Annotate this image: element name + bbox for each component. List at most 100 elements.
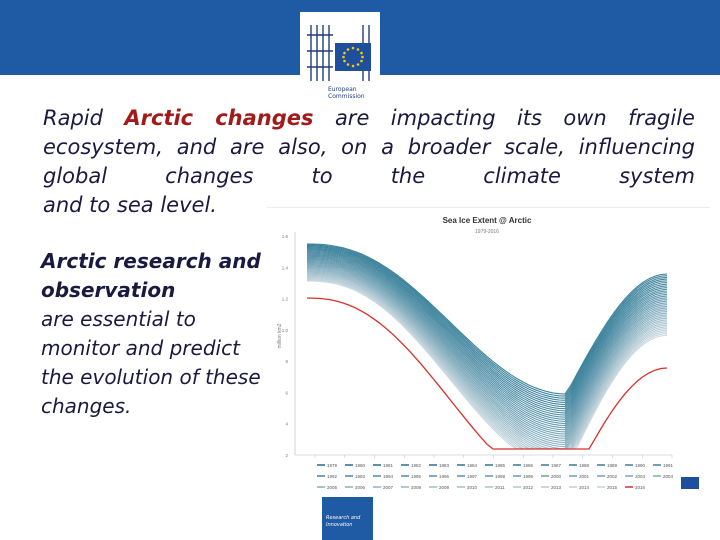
series-line-2016 <box>306 297 668 450</box>
series-line-2012 <box>306 277 668 450</box>
footer-line1: Research and <box>326 515 361 521</box>
series-line-2013 <box>306 278 668 450</box>
y-tick-label: 6 <box>285 390 288 395</box>
intro-highlight: Arctic changes <box>124 106 314 130</box>
legend-label-1997: 1997 <box>467 474 478 479</box>
y-tick-label: 2 <box>285 453 288 458</box>
series-line-1994 <box>306 258 668 427</box>
legend-label-1979: 1979 <box>327 463 338 468</box>
legend-label-2015: 2015 <box>607 485 618 490</box>
legend-label-2007: 2007 <box>383 485 394 490</box>
legend-label-2013: 2013 <box>551 485 562 490</box>
series-line-1984 <box>306 248 668 406</box>
series-line-1985 <box>307 249 668 408</box>
series-line-1999 <box>306 263 668 437</box>
logo-text-line1: European <box>328 86 357 93</box>
series-line-2003 <box>306 268 668 446</box>
legend-label-2000: 2000 <box>551 474 562 479</box>
x-axis-ticks <box>314 455 673 458</box>
series-line-1986 <box>307 250 668 410</box>
legend-label-1996: 1996 <box>439 474 450 479</box>
logo-text-line2: Commission <box>328 93 365 100</box>
legend-label-1987: 1987 <box>551 463 562 468</box>
legend-label-2014: 2014 <box>579 485 590 490</box>
y-tick-label: 1.4 <box>282 265 289 270</box>
legend-label-1998: 1998 <box>495 474 506 479</box>
series-line-2010 <box>306 275 668 450</box>
legend-label-2001: 2001 <box>579 474 590 479</box>
series-line-1982 <box>307 246 668 401</box>
y-tick-label: 4 <box>285 422 288 427</box>
legend-label-2004: 2004 <box>663 474 674 479</box>
legend-label-1981: 1981 <box>383 463 394 468</box>
intro-paragraph: Rapid Arctic changes are impacting its o… <box>43 104 695 220</box>
chart-title: Sea Ice Extent @ Arctic <box>443 216 532 225</box>
series-line-1991 <box>306 255 668 420</box>
intro-line3: influencing global changes to the climat… <box>43 135 695 188</box>
series-line-1993 <box>307 257 668 425</box>
series-line-2001 <box>306 266 668 441</box>
y-tick-label: 1.2 <box>282 297 289 302</box>
side-normal-text: are essential to monitor and predict the… <box>41 307 261 418</box>
series-line-1983 <box>306 247 668 403</box>
series-line-1987 <box>306 251 668 412</box>
series-line-1979 <box>306 243 668 395</box>
series-line-2007 <box>307 272 668 450</box>
legend-label-2005: 2005 <box>327 485 338 490</box>
series-line-1996 <box>307 260 668 431</box>
intro-line1: are impacting its own fragile <box>334 106 695 130</box>
sea-ice-chart-svg: Sea Ice Extent @ Arctic 1979-2016 millio… <box>277 216 699 490</box>
series-line-2005 <box>306 270 668 450</box>
series-line-1992 <box>307 256 668 422</box>
y-tick-label: 1.0 <box>282 328 289 333</box>
legend-label-2009: 2009 <box>439 485 450 490</box>
legend-label-2006: 2006 <box>355 485 366 490</box>
legend-label-2010: 2010 <box>467 485 478 490</box>
footer-line2: Innovation <box>326 522 353 528</box>
legend-label-1984: 1984 <box>467 463 478 468</box>
legend-label-1986: 1986 <box>523 463 534 468</box>
legend-label-2003: 2003 <box>635 474 646 479</box>
footer-text: Research and Innovation <box>326 515 372 529</box>
legend-label-1993: 1993 <box>355 474 366 479</box>
series-line-2014 <box>306 279 668 450</box>
y-tick-label: 8 <box>285 359 288 364</box>
series-line-1981 <box>307 245 668 399</box>
series-line-1989 <box>307 253 668 416</box>
series-line-1997 <box>307 261 668 433</box>
intro-line2: ecosystem, and are also, on a broader sc… <box>43 135 565 159</box>
series-line-2011 <box>307 276 668 450</box>
series-line-2015 <box>307 280 668 450</box>
european-commission-logo: European Commission <box>300 12 380 102</box>
side-bold-text: Arctic research and observation <box>41 249 261 302</box>
series-line-2004 <box>307 269 668 448</box>
series-line-2000 <box>307 265 668 439</box>
legend-label-1990: 1990 <box>635 463 646 468</box>
building-flag-icon <box>307 25 371 81</box>
legend-label-1988: 1988 <box>579 463 590 468</box>
series-lines <box>306 243 668 450</box>
series-line-1988 <box>306 252 668 414</box>
legend-label-1989: 1989 <box>607 463 618 468</box>
series-line-1990 <box>306 254 668 418</box>
legend-label-1992: 1992 <box>327 474 338 479</box>
eu-flag-icon <box>681 477 699 489</box>
legend-label-1982: 1982 <box>411 463 422 468</box>
legend-label-1999: 1999 <box>523 474 534 479</box>
legend-label-1995: 1995 <box>411 474 422 479</box>
y-tick-label: 1.6 <box>282 234 289 239</box>
legend-label-1985: 1985 <box>495 463 506 468</box>
legend-label-1991: 1991 <box>663 463 674 468</box>
series-line-2006 <box>306 271 668 450</box>
intro-line4: and to sea level. <box>43 193 217 217</box>
series-line-1995 <box>306 259 668 429</box>
legend-label-1980: 1980 <box>355 463 366 468</box>
side-paragraph: Arctic research and observation are esse… <box>41 247 266 421</box>
legend-label-2008: 2008 <box>411 485 422 490</box>
legend-label-1983: 1983 <box>439 463 450 468</box>
legend-label-2002: 2002 <box>607 474 618 479</box>
legend-label-2011: 2011 <box>495 485 505 490</box>
legend-label-1994: 1994 <box>383 474 394 479</box>
chart-ylabel: million km2 <box>277 323 283 348</box>
sea-ice-chart: Sea Ice Extent @ Arctic 1979-2016 millio… <box>267 207 710 496</box>
